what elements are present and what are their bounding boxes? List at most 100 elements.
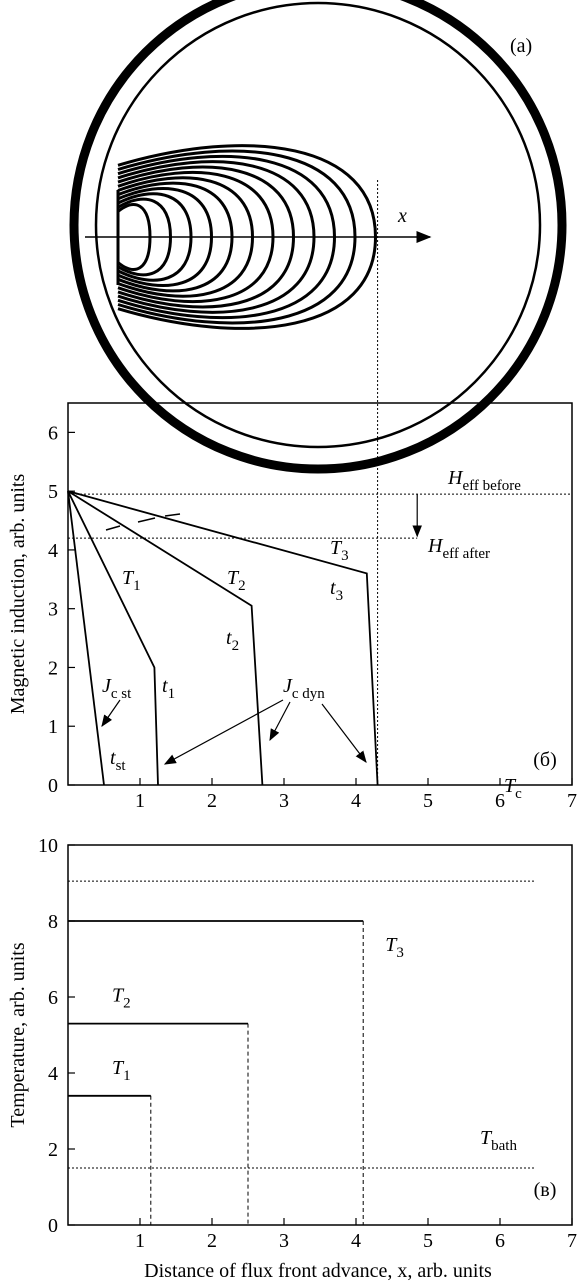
panel-label: (a): [510, 35, 532, 57]
annotation-main: T: [112, 1057, 125, 1079]
x-axis-label: Distance of flux front advance, x, arb. …: [144, 1260, 492, 1282]
flux-front: [117, 160, 316, 314]
annotation: T3: [385, 934, 404, 961]
annotation-sub: 1: [168, 686, 176, 702]
x-tick-label: 6: [495, 790, 505, 812]
annotation-sub: 2: [232, 638, 240, 654]
dash-marks: [105, 513, 181, 531]
arrow: [321, 703, 367, 763]
panel-a: x (a): [69, 0, 567, 474]
annotation-sub: 3: [396, 945, 404, 961]
annotation: T1: [112, 1057, 131, 1084]
annotation-main: t: [330, 577, 336, 599]
annotation: (в): [534, 1179, 557, 1201]
flux-front: [117, 149, 357, 325]
y-tick-label: 4: [48, 540, 58, 562]
annotation-main: T: [330, 537, 343, 559]
annotation: Jc st: [102, 675, 132, 702]
annotation: T2: [227, 567, 246, 594]
flux-front: [117, 181, 234, 293]
x-tick-label: 4: [351, 790, 361, 812]
annotation-main: t: [162, 675, 168, 697]
arrow: [163, 699, 284, 765]
y-axis-label: Temperature, arb. units: [7, 942, 29, 1127]
y-tick-label: 10: [38, 835, 58, 857]
plot-frame: [67, 844, 573, 1226]
profile-line: [67, 490, 379, 786]
annotation: (б): [533, 749, 557, 771]
inner-ring: [94, 1, 542, 449]
y-tick-label: 6: [48, 422, 58, 444]
x-tick-label: 2: [207, 1230, 217, 1252]
annotation-main: T: [480, 1127, 493, 1149]
y-tick-label: 3: [48, 599, 58, 621]
annotation-sub: 2: [238, 578, 246, 594]
x-tick-label: 3: [279, 1230, 289, 1252]
annotation-main: T: [504, 775, 517, 797]
annotation: T3: [330, 537, 349, 564]
profile-line: [67, 490, 264, 786]
annotation-sub: c dyn: [292, 686, 325, 702]
arrow: [269, 701, 291, 742]
y-tick-label: 2: [48, 1139, 58, 1161]
annotation-sub: st: [116, 758, 127, 774]
annotation: t3: [330, 577, 343, 604]
profile-line: [67, 490, 159, 786]
flux-front: [117, 144, 378, 330]
arrow: [101, 699, 121, 727]
x-tick-label: 5: [423, 790, 433, 812]
x-tick-label: 7: [567, 1230, 577, 1252]
annotation-sub: bath: [491, 1138, 517, 1154]
profile-line: [67, 491, 105, 786]
annotation-sub: 1: [133, 578, 141, 594]
annotation-main: H: [427, 535, 444, 557]
x-tick-label: 6: [495, 1230, 505, 1252]
flux-front: [117, 192, 193, 282]
plot-frame: [67, 402, 573, 786]
annotation: T2: [112, 985, 131, 1012]
annotation-main: H: [447, 467, 464, 489]
annotation-main: T: [112, 985, 125, 1007]
x-tick-label: 1: [135, 1230, 145, 1252]
annotation-sub: 3: [336, 588, 344, 604]
x-tick-label: 3: [279, 790, 289, 812]
annotation: Heff before: [447, 467, 521, 494]
annotation-sub: 1: [123, 1068, 131, 1084]
annotation-main: t: [110, 747, 116, 769]
annotation-main: T: [385, 934, 398, 956]
annotation: t1: [162, 675, 175, 702]
annotation: T1: [122, 567, 141, 594]
x-tick-label: 2: [207, 790, 217, 812]
annotation-sub: eff before: [462, 478, 521, 494]
y-axis-label: Magnetic induction, arb. units: [7, 474, 29, 715]
x-tick-label: 5: [423, 1230, 433, 1252]
flux-front: [117, 197, 173, 277]
flux-front: [117, 170, 275, 304]
x-tick-label: 1: [135, 790, 145, 812]
x-tick-label: 7: [567, 790, 577, 812]
annotation: Tc: [504, 775, 522, 802]
annotation: tst: [110, 747, 126, 774]
annotation-main: t: [226, 627, 232, 649]
annotation-sub: 2: [123, 996, 131, 1012]
y-tick-label: 0: [48, 1215, 58, 1237]
flux-front: [117, 187, 214, 287]
x-axis-label: x: [397, 205, 407, 227]
annotation: t2: [226, 627, 239, 654]
annotation-sub: 3: [341, 548, 349, 564]
annotation-main: J: [283, 675, 293, 697]
annotation: Jc dyn: [283, 675, 325, 702]
annotation-main: T: [122, 567, 135, 589]
annotation: Tbath: [480, 1127, 517, 1154]
y-tick-label: 5: [48, 481, 58, 503]
outer-ring: [69, 0, 567, 474]
x-tick-label: 4: [351, 1230, 361, 1252]
annotation-sub: c: [515, 786, 522, 802]
y-tick-label: 2: [48, 657, 58, 679]
y-tick-label: 6: [48, 987, 58, 1009]
annotation-main: T: [227, 567, 240, 589]
y-tick-label: 0: [48, 775, 58, 797]
annotation-sub: c st: [111, 686, 132, 702]
flux-front: [117, 165, 296, 309]
